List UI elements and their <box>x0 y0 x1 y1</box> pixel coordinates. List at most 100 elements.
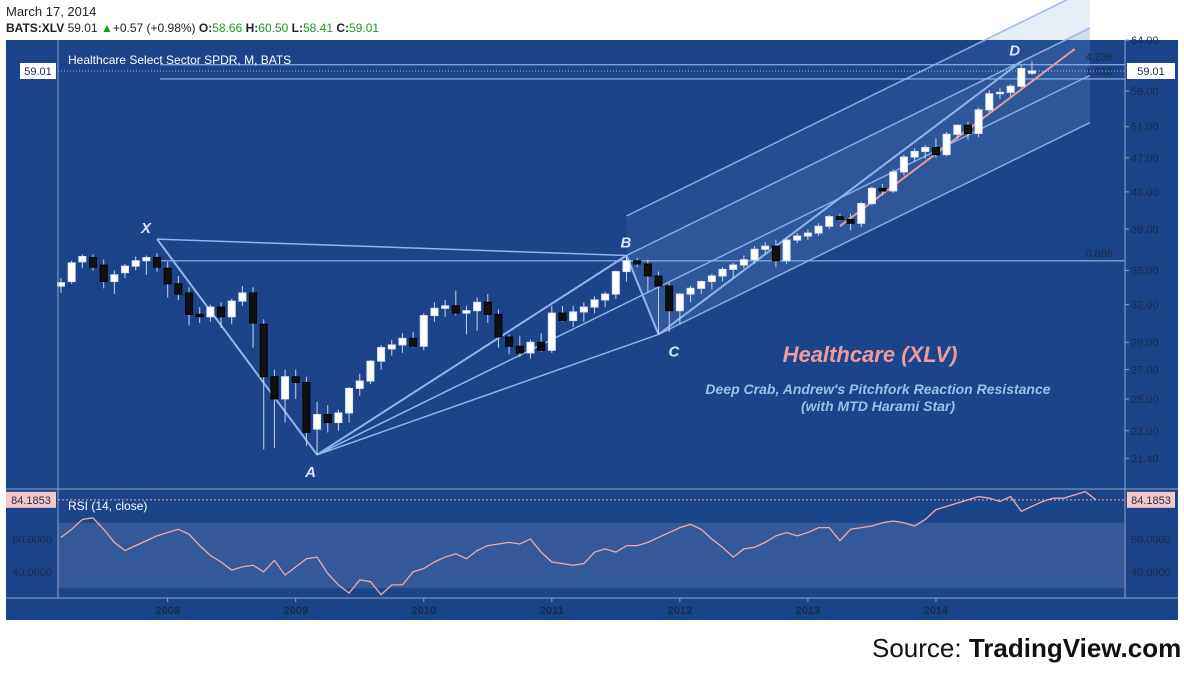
candle-body <box>803 232 812 237</box>
candle-body <box>259 323 268 378</box>
candle-body <box>409 337 418 347</box>
rsi-tick-label: 40.0000 <box>1131 567 1171 579</box>
price-tick-label: 27.00 <box>1131 365 1159 377</box>
rsi-tick-label-left: 60.0000 <box>12 534 52 546</box>
price-tick-label: 21.40 <box>1131 453 1159 465</box>
pitchfork-upper-band <box>626 0 1090 256</box>
candle-body <box>227 300 236 318</box>
pattern-point-label: B <box>621 234 632 251</box>
candle-body <box>718 268 727 277</box>
high-label: H: <box>245 21 259 35</box>
pattern-leg <box>156 238 318 456</box>
candle-body <box>761 245 770 250</box>
annotation-title: Healthcare (XLV) <box>783 342 958 367</box>
candle-body <box>686 287 695 295</box>
time-axis-bg <box>6 598 1178 620</box>
candle-body <box>793 235 802 241</box>
rsi-last-left-text: 84.1853 <box>11 495 51 507</box>
candle-body <box>185 292 194 315</box>
candle-body <box>835 216 844 220</box>
candle-body <box>825 216 834 227</box>
candle-body <box>910 150 919 158</box>
level-label: 0.886 <box>1085 248 1113 260</box>
candle-body <box>643 263 652 277</box>
candle-body <box>633 260 642 265</box>
candle-body <box>1006 85 1015 93</box>
rsi-line <box>60 490 1097 596</box>
pitchfork-line <box>626 0 1069 217</box>
last-price-left-text: 59.01 <box>24 66 52 78</box>
last-price-left-badge <box>20 62 56 79</box>
pattern-point-label: A <box>304 464 316 481</box>
candle-body <box>697 281 706 289</box>
price-chart[interactable]: 0.886 4.236 1.618 X A B C D 60.0000 60.0000 40.00… <box>0 0 1184 630</box>
pitchfork-line <box>642 74 1091 296</box>
candle-body <box>355 380 364 389</box>
chart-title: Healthcare Select Sector SPDR, M, BATS <box>68 53 291 67</box>
price-tick-label: 35.00 <box>1131 265 1159 277</box>
candle-body <box>153 257 162 268</box>
candle-body <box>569 311 578 322</box>
candle-body <box>995 91 1004 95</box>
candle-body <box>430 307 439 317</box>
price-tick-label: 64.00 <box>1131 35 1159 47</box>
candle-body <box>1027 70 1036 74</box>
time-tick-label: 2012 <box>668 605 692 617</box>
candle-body <box>206 306 215 318</box>
pitchfork-line <box>658 121 1091 336</box>
axes: 64.00 56.00 51.00 47.00 43.00 39.00 35.00 32.00… <box>6 35 1178 620</box>
candle-body <box>451 305 460 314</box>
candle-body <box>931 146 940 156</box>
candle-body <box>483 301 492 315</box>
candle-body <box>1017 67 1026 87</box>
candle-body <box>377 347 386 362</box>
price-tick-label: 32.00 <box>1131 300 1159 312</box>
pattern-point-label: X <box>140 220 152 237</box>
level-label: 4.236 <box>1085 52 1113 64</box>
pattern-point-label: D <box>1009 42 1020 59</box>
candle-body <box>57 282 65 287</box>
candle-body <box>441 305 450 309</box>
chart-header: March 17, 2014 BATS:XLV 59.01 ▲+0.57 (+0… <box>0 0 1184 40</box>
pattern-xb-line <box>157 238 627 257</box>
price-tick-label: 25.00 <box>1131 394 1159 406</box>
candle-body <box>622 260 631 273</box>
candle-body <box>739 259 748 266</box>
candle-body <box>473 301 482 312</box>
high-value: 60.50 <box>258 21 289 35</box>
candle-body <box>217 306 226 318</box>
candle-body <box>537 341 546 351</box>
price-tick-label: 23.00 <box>1131 426 1159 438</box>
candle-body <box>89 257 98 268</box>
last-price-badge <box>1127 62 1175 79</box>
candle-body <box>398 337 407 346</box>
candle-body <box>675 293 684 312</box>
candle-body <box>270 376 279 400</box>
time-tick-label: 2014 <box>924 605 949 617</box>
candle-body <box>814 225 823 234</box>
price-tick-label: 29.00 <box>1131 337 1159 349</box>
quote-line: BATS:XLV 59.01 ▲+0.57 (+0.98%) O:58.66 H… <box>6 21 379 35</box>
candle-body <box>921 146 930 152</box>
candle-body <box>974 109 983 135</box>
candle-body <box>611 271 620 295</box>
candle-body <box>174 283 183 295</box>
candle-body <box>579 306 588 313</box>
candle-body <box>547 312 556 351</box>
candle-body <box>163 267 172 285</box>
candle-body <box>302 382 311 433</box>
time-tick-label: 2008 <box>155 605 179 617</box>
candle-body <box>590 299 599 308</box>
close-label: C: <box>336 21 350 35</box>
candle-body <box>878 187 887 192</box>
chart-date: March 17, 2014 <box>6 4 97 19</box>
rsi-last-badge <box>1127 491 1175 508</box>
candle-body <box>846 218 855 224</box>
time-tick-label: 2010 <box>412 605 436 617</box>
candle-body <box>771 245 780 262</box>
rsi-title: RSI (14, close) <box>68 499 147 513</box>
rsi-pane: 60.0000 60.0000 40.0000 40.0000 84.1853 84.18… <box>6 490 1175 596</box>
candle-body <box>323 414 332 424</box>
candle-body <box>67 262 76 283</box>
candle-body <box>953 124 962 135</box>
